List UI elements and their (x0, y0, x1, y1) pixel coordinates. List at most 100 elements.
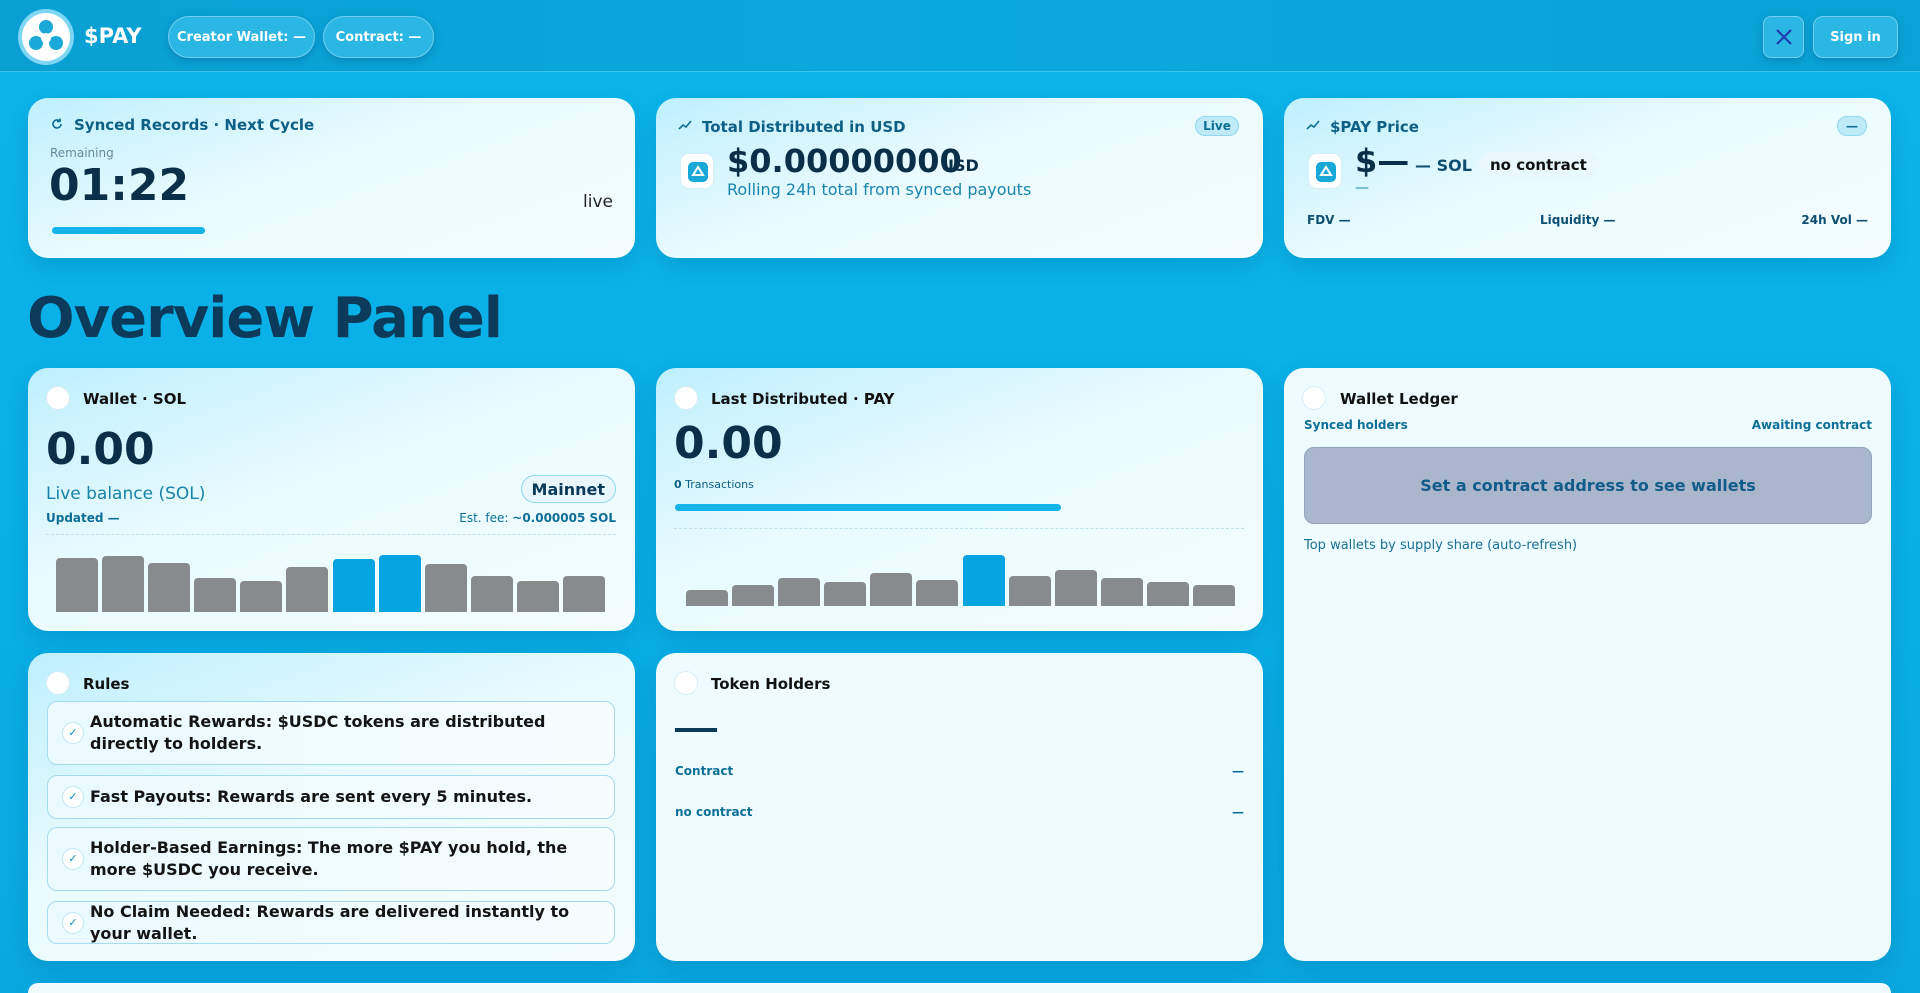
card-title: Wallet Ledger (1340, 390, 1458, 408)
price-card: $PAY Price — $— — SOL no contract — FDV … (1284, 98, 1891, 258)
check-icon: ✓ (62, 848, 84, 870)
tx-label: Transactions (685, 478, 754, 491)
row-value: — (1232, 805, 1244, 819)
remaining-label: Remaining (50, 146, 114, 160)
amount-unit: USD (941, 156, 979, 175)
check-icon: ✓ (62, 786, 84, 808)
progress-bar (675, 504, 1061, 511)
synced-card: Synced Records · Next Cycle Remaining 01… (28, 98, 635, 258)
card-title: Wallet · SOL (83, 390, 187, 408)
holders-card: Token Holders Contract — no contract — (656, 653, 1263, 961)
synced-holders: Synced holders (1304, 418, 1408, 432)
decor-bar (240, 581, 283, 612)
recycle-icon (1316, 162, 1336, 182)
value: 0.00 (674, 418, 783, 469)
creator-wallet-button[interactable]: Creator Wallet: — (168, 16, 315, 58)
decor-bar (870, 573, 913, 606)
rule-text: Holder-Based Earnings: The more $PAY you… (90, 838, 568, 879)
wallet-card: Wallet · SOL 0.00 Live balance (SOL) Mai… (28, 368, 635, 631)
ledger-card: Wallet Ledger Synced holders Awaiting co… (1284, 368, 1891, 961)
decor-bar (148, 563, 191, 612)
header: $PAY Creator Wallet: — Contract: — Sign … (0, 0, 1920, 72)
contract-badge: no contract (1478, 152, 1599, 178)
trend-icon (678, 120, 692, 130)
decor-bar (516, 581, 559, 612)
decor-bar (1192, 585, 1235, 606)
fee-value: ~0.000005 SOL (512, 511, 616, 525)
card-icon (674, 671, 698, 695)
rule-text: Automatic Rewards: $USDC tokens are dist… (90, 712, 546, 753)
row-label: Contract (675, 764, 734, 778)
rule-item: ✓ Holder-Based Earnings: The more $PAY yo… (47, 827, 615, 891)
distributed-card: Total Distributed in USD Live $0.0000000… (656, 98, 1263, 258)
decor-bar (916, 580, 959, 606)
change-badge: — (1837, 116, 1867, 136)
network-badge: Mainnet (520, 475, 616, 503)
card-icon (46, 386, 70, 410)
card-icon (46, 671, 70, 695)
rule-text: No Claim Needed: Rewards are delivered i… (90, 901, 570, 943)
card-title: Token Holders (711, 675, 831, 693)
liquidity: Liquidity — (1540, 213, 1616, 227)
timer: 01:22 (49, 160, 190, 211)
sync-icon (52, 118, 62, 129)
live-badge: Live (1195, 116, 1239, 136)
check-icon: ✓ (62, 911, 84, 934)
trend-icon (1306, 120, 1320, 130)
decor-bar (562, 576, 605, 612)
decor-bar (732, 585, 775, 606)
rules-card: Rules ✓ Automatic Rewards: $USDC tokens a… (28, 653, 635, 961)
change: — (1355, 180, 1369, 196)
balance-label: Live balance (SOL) (46, 484, 206, 504)
divider (46, 534, 616, 535)
status: live (583, 192, 613, 212)
row-value: — (1232, 764, 1244, 778)
token-icon (680, 153, 714, 189)
fdv: FDV — (1307, 213, 1351, 227)
x-button[interactable] (1763, 16, 1804, 58)
rule-item: ✓ Fast Payouts: Rewards are sent every 5 … (47, 775, 615, 819)
progress-bar (52, 227, 205, 234)
divider (674, 528, 1244, 529)
rule-item: ✓ No Claim Needed: Rewards are delivered … (47, 901, 615, 944)
decor-bar (1054, 570, 1097, 606)
tx: 0 Transactions (674, 478, 754, 491)
updated: Updated — (46, 511, 120, 525)
sign-in-button[interactable]: Sign in (1813, 16, 1898, 58)
token-icon (1308, 153, 1342, 189)
rule-item: ✓ Automatic Rewards: $USDC tokens are dis… (47, 701, 615, 765)
decor-bar (378, 555, 421, 612)
decor-bar (824, 582, 867, 606)
row-label: no contract (675, 805, 753, 819)
contract-button[interactable]: Contract: — (323, 16, 434, 58)
decor-bar (686, 590, 729, 606)
decor-bar (194, 578, 237, 612)
price-sol: — SOL (1415, 156, 1472, 175)
fee: Est. fee: ~0.000005 SOL (459, 511, 616, 525)
rule-text: Fast Payouts: Rewards are sent every 5 m… (90, 787, 533, 806)
balance: 0.00 (46, 424, 155, 475)
card-title: Rules (83, 675, 130, 693)
decor-bar (1100, 578, 1143, 606)
page-heading: Overview Panel (27, 286, 503, 351)
decor-bar (962, 555, 1005, 606)
card-icon (1302, 386, 1326, 410)
decor-bar (56, 558, 99, 612)
amount: $0.00000000 (727, 142, 962, 180)
ledger-footer: Top wallets by supply share (auto-refres… (1304, 538, 1578, 553)
card-title: Last Distributed · PAY (711, 390, 895, 408)
tx-count: 0 (674, 478, 682, 491)
decor-bar (424, 564, 467, 612)
logo[interactable] (22, 13, 70, 61)
decor-bar (778, 578, 821, 606)
card-title: Total Distributed in USD (702, 118, 906, 136)
x-icon (1775, 29, 1792, 45)
decor-bars (684, 542, 1237, 606)
notice: Set a contract address to see wallets (1304, 447, 1872, 524)
decor-bar (286, 567, 329, 612)
card-title: Synced Records · Next Cycle (74, 116, 315, 134)
price: $— (1355, 142, 1410, 180)
card-title: $PAY Price (1330, 118, 1419, 136)
card-icon (674, 386, 698, 410)
